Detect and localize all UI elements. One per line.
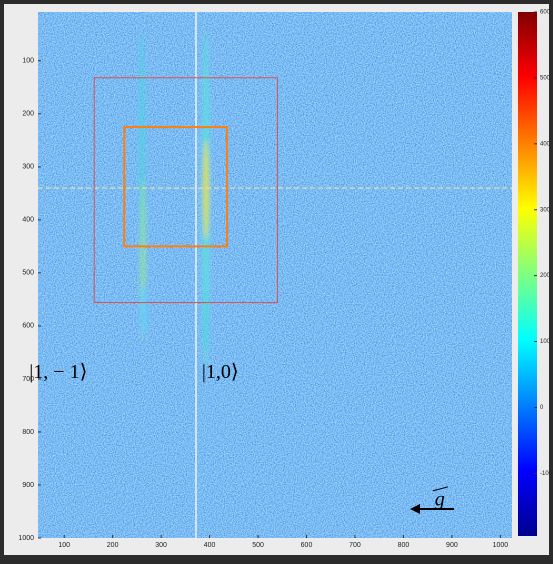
x-tick-label: 200 <box>107 542 119 549</box>
y-tick-label: 1000 <box>18 535 34 542</box>
x-tick-label: 400 <box>204 542 216 549</box>
image <box>38 12 512 538</box>
vector-bar <box>432 486 448 492</box>
annotation: g <box>435 488 445 510</box>
streaks <box>139 30 210 370</box>
y-tick-label: 100 <box>22 58 34 65</box>
colorbar <box>518 12 537 536</box>
colorbar-tick-label: -100 <box>540 471 553 477</box>
x-tick-label: 300 <box>155 542 167 549</box>
y-tick-label: 300 <box>22 164 34 171</box>
colorbar-tick-label: 400 <box>540 141 551 147</box>
colorbar-tick-label: 500 <box>540 75 551 81</box>
x-tick-label: 700 <box>349 542 361 549</box>
y-tick-label: 800 <box>22 429 34 436</box>
annotation: |1,0⟩ <box>202 361 239 383</box>
x-tick-label: 800 <box>398 542 410 549</box>
y-tick-label: 900 <box>22 482 34 489</box>
colorbar-tick-label: 200 <box>540 273 551 279</box>
y-tick-label: 200 <box>22 111 34 118</box>
colorbar-tick-label: 600 <box>540 10 551 16</box>
x-tick-label: 100 <box>58 542 70 549</box>
annotation: |1, − 1⟩ <box>29 361 87 383</box>
x-tick-label: 500 <box>252 542 264 549</box>
y-tick-label: 400 <box>22 217 34 224</box>
y-tick-label: 600 <box>22 323 34 330</box>
x-tick-label: 1000 <box>493 542 509 549</box>
region-box <box>123 126 229 248</box>
colorbar-tick-label: 0 <box>540 405 544 411</box>
colorbar-tick-label: 100 <box>540 339 551 345</box>
y-tick-label: 700 <box>22 376 34 383</box>
x-tick-label: 900 <box>446 542 458 549</box>
region-box <box>93 77 278 304</box>
colorbar-tick-label: 300 <box>540 207 551 213</box>
x-tick-label: 600 <box>301 542 313 549</box>
y-tick-label: 500 <box>22 270 34 277</box>
g-arrow-head <box>410 504 420 514</box>
